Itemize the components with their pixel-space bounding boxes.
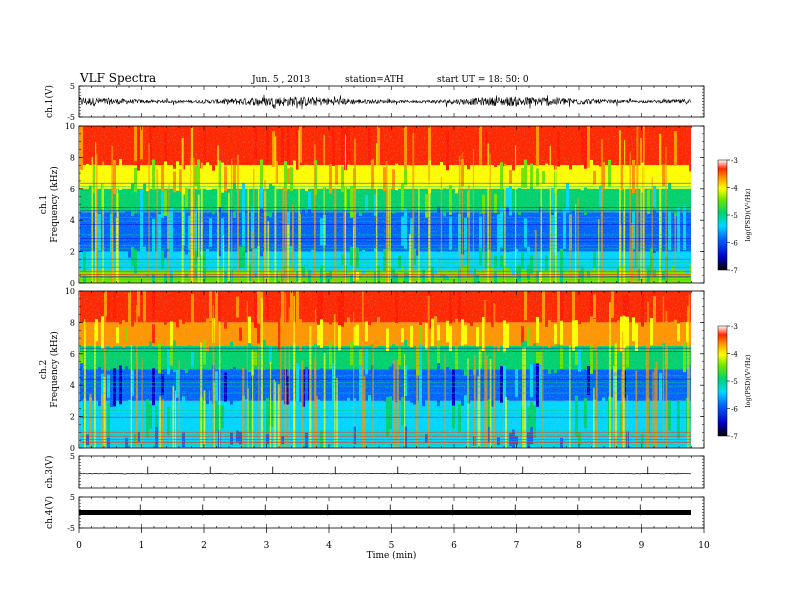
x-tick-label: 5 [389,541,395,551]
x-axis-label: Time (min) [367,550,417,561]
y-axis-label: Frequency (kHz) [49,166,60,243]
colorbar-label: log(PSD)(V²/Hz) [744,188,752,241]
y-tick-label: 2 [70,248,75,257]
y-tick-label: -5 [67,524,75,533]
x-tick-label: 6 [451,541,457,551]
ch3-signal-line [79,472,692,475]
panel-frame [78,455,705,489]
y-tick-label: 0 [70,279,75,288]
start-time-label: start UT = 18: 50: 0 [437,75,529,85]
y-axis-channel-label: ch.2 [39,360,49,379]
colorbar-tick-label: -3 [731,157,738,165]
colorbar-ch2: -3 -4 -5 -6 -7 log(PSD)(V²/Hz) [717,323,752,441]
colorbar-tick-label: -5 [731,378,738,386]
colorbar-gradient [717,159,728,271]
chart-title: VLF Spectra [79,71,156,85]
y-tick-label: 6 [70,185,75,194]
x-tick-label: 4 [326,541,332,551]
y-axis-channel-label: ch.1 [39,195,49,214]
colorbar-label: log(PSD)(V²/Hz) [744,354,752,407]
y-tick-label: 5 [70,452,75,461]
y-tick-label: 4 [70,216,75,225]
x-tick-label: 1 [139,541,145,551]
y-tick-label: 4 [70,381,75,390]
ch4-signal-line [79,510,691,515]
colorbar-tick-label: -6 [731,406,738,414]
x-tick-label: 7 [514,541,520,551]
x-tick-label: 2 [201,541,207,551]
speckle-texture [80,291,691,448]
y-tick-label: 5 [70,82,75,91]
empty-region [691,126,704,283]
y-tick-label: 8 [70,318,75,327]
x-tick-label: 9 [639,541,645,551]
y-axis-label: Frequency (kHz) [49,331,60,408]
y-axis-label: ch.4(V) [44,496,55,529]
ch1-signal-line [78,94,692,110]
y-tick-label: 0 [70,444,75,453]
y-axis-label: ch.1(V) [44,85,55,118]
x-tick-label: 0 [76,541,82,551]
y-axis-label: ch.3(V) [44,456,55,489]
ch1-spectrogram-panel: 0 2 4 6 8 10 ch.1 Frequency (kHz) [39,122,705,288]
colorbar-gradient [717,325,728,437]
station-label: station=ATH [345,75,404,85]
colorbar-tick-label: -4 [731,351,738,359]
empty-region [691,291,704,448]
speckle-texture [80,126,691,283]
colorbar-tick-label: -6 [731,240,738,248]
colorbar-ch1: -3 -4 -5 -6 -7 log(PSD)(V²/Hz) [717,157,752,275]
x-tick-label: 3 [264,541,270,551]
y-tick-label: -5 [67,113,75,122]
y-tick-label: 10 [65,287,75,296]
colorbar-tick-label: -7 [731,433,738,441]
y-tick-label: 10 [65,122,75,131]
colorbar-tick-label: -5 [731,212,738,220]
ch3-waveform-panel: ch.3(V) 5 [44,452,705,489]
colorbar-tick-label: -3 [731,323,738,331]
ch2-spectrogram-panel: 0 2 4 6 8 10 ch.2 Frequency (kHz) [39,287,705,453]
x-tick-label: 10 [698,541,710,551]
date-label: Jun. 5 , 2013 [251,75,310,85]
y-tick-label: 5 [70,493,75,502]
x-tick-label: 8 [576,541,582,551]
x-axis: 0 1 2 3 4 5 6 7 8 9 10 Time (min) [76,528,710,561]
colorbar-tick-label: -4 [731,185,738,193]
ch4-waveform-panel: ch.4(V) 5 -5 [44,493,705,533]
y-tick-label: 8 [70,153,75,162]
y-tick-label: 2 [70,413,75,422]
y-tick-label: 6 [70,350,75,359]
colorbar-tick-label: -7 [731,267,738,275]
ch1-waveform-panel: ch.1(V) 5 -5 [44,82,705,122]
